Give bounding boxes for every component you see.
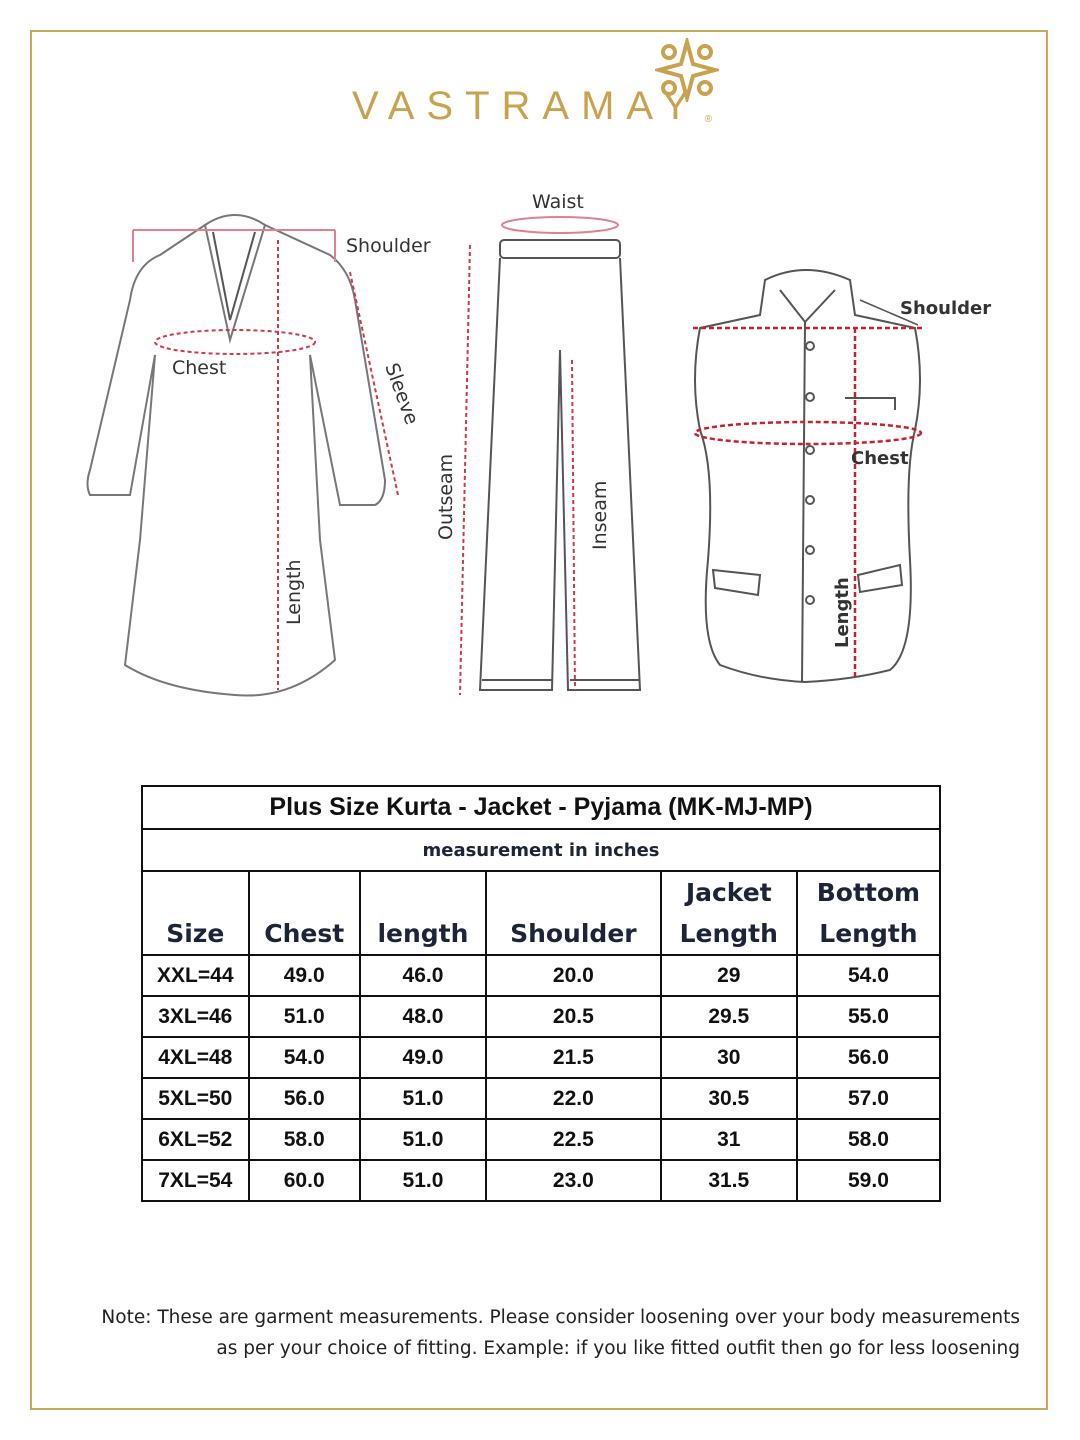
table-cell: 54.0 [247,1036,361,1079]
garment-diagrams: Shoulder Chest Sleeve Length Waist Outse… [86,191,991,697]
header-length: length [358,870,488,956]
table-cell: 30.5 [659,1077,798,1120]
table-cell: 4XL=48 [141,1036,250,1079]
table-cell: 23.0 [485,1159,662,1202]
header-line1: Jacket [685,878,772,907]
table-cell: 7XL=54 [141,1159,250,1202]
table-cell: 30 [659,1036,798,1079]
header-line2: Chest [264,919,345,948]
header-line2: Length [819,919,918,948]
jacket-shoulder-label: Shoulder [900,298,991,319]
table-header-row: Size Chest length Shoulder Jacket Length … [141,870,942,956]
table-cell: 20.0 [485,954,662,997]
table-cell: 29 [659,954,798,997]
kurta-length-label: Length [283,559,305,625]
table-cell: 21.5 [485,1036,662,1079]
table-cell: 49.0 [358,1036,488,1079]
header-line2: Shoulder [510,919,637,948]
table-row: 3XL=46 51.0 48.0 20.5 29.5 55.0 [141,995,942,1038]
pyjama-illustration [478,239,642,691]
header-shoulder: Shoulder [485,870,662,956]
note-line-2: as per your choice of fitting. Example: … [216,1338,1020,1359]
registered-mark: ® [704,114,713,125]
table-cell: 31.5 [659,1159,798,1202]
table-cell: 20.5 [485,995,662,1038]
kurta-sleeve-label: Sleeve [380,360,422,427]
table-cell: 55.0 [795,995,942,1038]
table-cell: 58.0 [795,1118,942,1161]
kurta-illustration [86,214,387,697]
kurta-shoulder-label: Shoulder [346,235,431,257]
table-cell: XXL=44 [141,954,250,997]
table-row: XXL=44 49.0 46.0 20.0 29 54.0 [141,954,942,997]
header-line1: Bottom [816,878,921,907]
table-title: Plus Size Kurta - Jacket - Pyjama (MK-MJ… [141,785,941,830]
table-row: 7XL=54 60.0 51.0 23.0 31.5 59.0 [141,1159,942,1202]
table-cell: 3XL=46 [141,995,250,1038]
header-jacket-length: Jacket Length [659,870,798,956]
table-cell: 49.0 [247,954,361,997]
pyjama-inseam-label: Inseam [589,481,611,550]
header-line2: length [377,919,469,948]
jacket-length-label: Length [832,577,853,648]
table-cell: 5XL=50 [141,1077,250,1120]
table-cell: 59.0 [795,1159,942,1202]
pyjama-outseam-label: Outseam [435,454,457,540]
table-row: 5XL=50 56.0 51.0 22.0 30.5 57.0 [141,1077,942,1120]
size-chart-table: Plus Size Kurta - Jacket - Pyjama (MK-MJ… [141,785,942,1202]
pyjama-measure-lines [459,216,619,696]
table-cell: 58.0 [247,1118,361,1161]
header-line2: Length [679,919,778,948]
table-row: 6XL=52 58.0 51.0 22.5 31 58.0 [141,1118,942,1161]
table-cell: 56.0 [795,1036,942,1079]
page-border [30,30,1048,1410]
brand-logo-row: VASTRAMAY ® [352,84,712,128]
pyjama-waist-label: Waist [532,191,584,213]
table-cell: 56.0 [247,1077,361,1120]
jacket-illustration [694,269,921,684]
table-cell: 22.5 [485,1118,662,1161]
table-cell: 60.0 [247,1159,361,1202]
table-cell: 57.0 [795,1077,942,1120]
table-cell: 29.5 [659,995,798,1038]
header-chest: Chest [247,870,361,956]
table-cell: 31 [659,1118,798,1161]
header-bottom-length: Bottom Length [795,870,942,956]
table-cell: 46.0 [358,954,488,997]
table-cell: 48.0 [358,995,488,1038]
jacket-chest-label: Chest [851,448,909,469]
table-cell: 51.0 [358,1159,488,1202]
note-line-1: Note: These are garment measurements. Pl… [101,1307,1020,1328]
table-cell: 6XL=52 [141,1118,250,1161]
table-subtitle: measurement in inches [141,828,941,872]
header-size: Size [141,870,250,956]
table-cell: 51.0 [358,1118,488,1161]
fitting-note: Note: These are garment measurements. Pl… [101,1302,1020,1364]
brand-logo: VASTRAMAY [352,84,701,128]
header-line2: Size [166,919,225,948]
jacket-measure-lines [693,326,923,678]
jacket-shoulder-pointer [859,299,919,326]
kurta-measure-lines [132,229,399,690]
kurta-chest-label: Chest [172,357,226,379]
table-cell: 51.0 [247,995,361,1038]
table-cell: 54.0 [795,954,942,997]
table-cell: 22.0 [485,1077,662,1120]
brand-emblem-icon [655,38,719,102]
table-row: 4XL=48 54.0 49.0 21.5 30 56.0 [141,1036,942,1079]
table-cell: 51.0 [358,1077,488,1120]
